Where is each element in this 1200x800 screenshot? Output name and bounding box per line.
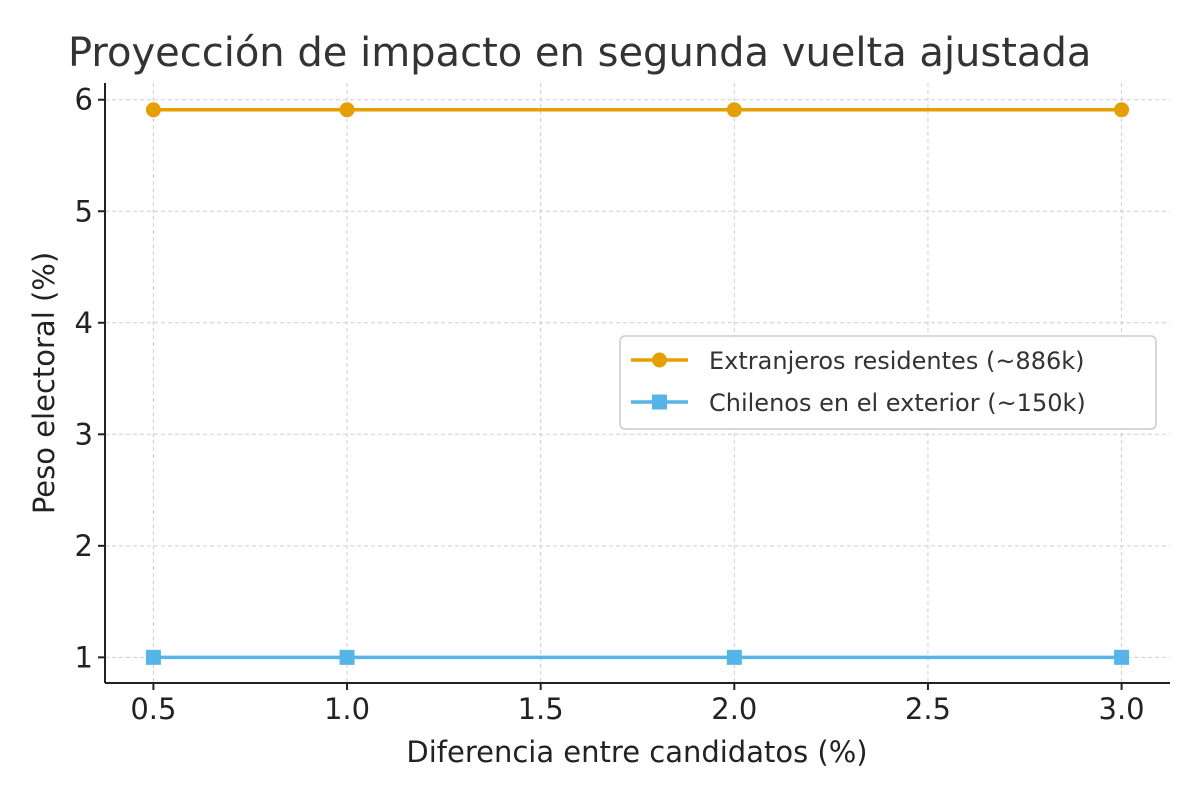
y-tick-label: 5	[75, 194, 93, 228]
x-tick-label: 3.0	[1099, 692, 1145, 726]
data-point	[145, 649, 161, 665]
y-tick-label: 4	[75, 306, 93, 340]
x-tick-label: 1.0	[324, 692, 370, 726]
data-point	[339, 649, 355, 665]
y-tick-label: 6	[75, 83, 93, 117]
x-tick-label: 2.5	[905, 692, 951, 726]
legend-label-chilenos: Chilenos en el exterior (~150k)	[709, 389, 1086, 417]
data-point	[726, 102, 742, 118]
x-tick-label: 0.5	[130, 692, 176, 726]
legend-box	[619, 335, 1157, 430]
chart-title: Proyección de impacto en segunda vuelta …	[68, 30, 1091, 76]
y-axis-ticks: 1 2 3 4 5 6	[75, 83, 105, 674]
data-point	[726, 649, 742, 665]
data-point	[339, 102, 355, 118]
x-tick-label: 1.5	[518, 692, 564, 726]
y-tick-label: 2	[75, 529, 93, 563]
series-group	[145, 102, 1130, 665]
x-axis-label: Diferencia entre candidatos (%)	[406, 735, 867, 769]
legend-label-extranjeros: Extranjeros residentes (~886k)	[709, 347, 1085, 375]
y-tick-label: 1	[75, 640, 93, 674]
data-point	[145, 102, 161, 118]
data-point	[1114, 649, 1130, 665]
legend-marker-extranjeros	[652, 352, 667, 368]
y-tick-label: 3	[75, 417, 93, 451]
x-tick-label: 2.0	[711, 692, 757, 726]
y-axis-label: Peso electoral (%)	[27, 252, 61, 514]
legend: Extranjeros residentes (~886k) Chilenos …	[619, 335, 1157, 430]
x-axis-ticks: 0.5 1.0 1.5 2.0 2.5 3.0	[130, 683, 1145, 726]
data-point	[1114, 102, 1130, 118]
legend-marker-chilenos	[652, 394, 667, 410]
